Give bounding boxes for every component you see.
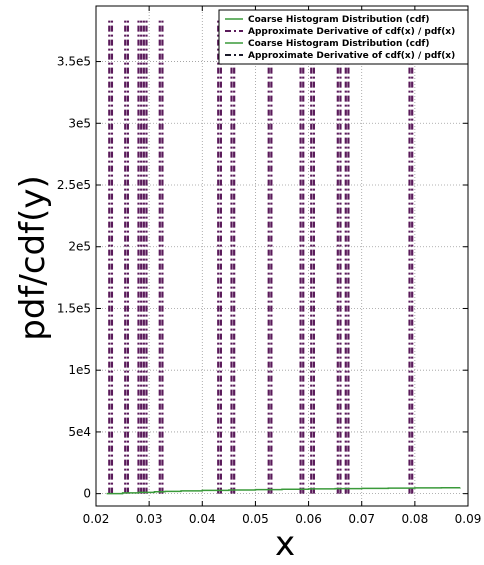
- y-tick-label: 0: [83, 487, 91, 501]
- legend-label-3: Coarse Histogram Distribution (cdf): [248, 39, 429, 49]
- x-tick-label: 0.07: [348, 512, 375, 526]
- grid: [96, 6, 468, 506]
- x-tick-label: 0.04: [189, 512, 216, 526]
- x-axis-label: x: [275, 524, 295, 564]
- y-tick-label: 1e5: [68, 363, 91, 377]
- x-tick-label: 0.05: [242, 512, 269, 526]
- legend-label-1: Coarse Histogram Distribution (cdf): [248, 15, 429, 25]
- x-tick-label: 0.03: [136, 512, 163, 526]
- legend-label-4: Approximate Derivative of cdf(x) / pdf(x…: [248, 51, 455, 61]
- y-tick-label: 3e5: [68, 116, 91, 130]
- y-tick-label: 3.5e5: [57, 55, 91, 69]
- plot-background: [96, 6, 468, 506]
- pdf-spikes: [108, 18, 414, 494]
- y-tick-label: 5e4: [68, 425, 91, 439]
- legend-box: [218, 9, 469, 65]
- plot-frame: [95, 5, 469, 507]
- ticks: 0.02 0.03 0.04 0.05 0.06 0.07 0.08 0.09 0 5e4 1e5 1…: [57, 6, 481, 526]
- x-tick-label: 0.02: [83, 512, 110, 526]
- x-tick-label: 0.06: [295, 512, 322, 526]
- y-axis-label: pdf/cdf(y): [13, 175, 53, 340]
- x-tick-label: 0.08: [401, 512, 428, 526]
- x-tick-label: 0.09: [455, 512, 482, 526]
- y-tick-label: 2.5e5: [57, 178, 91, 192]
- y-tick-label: 1.5e5: [57, 301, 91, 315]
- cdf-line: [106, 486, 461, 495]
- cdf-series: [106, 486, 461, 495]
- legend: Coarse Histogram Distribution (cdf) Appr…: [218, 9, 469, 65]
- legend-label-2: Approximate Derivative of cdf(x) / pdf(x…: [248, 27, 455, 37]
- y-tick-label: 2e5: [68, 240, 91, 254]
